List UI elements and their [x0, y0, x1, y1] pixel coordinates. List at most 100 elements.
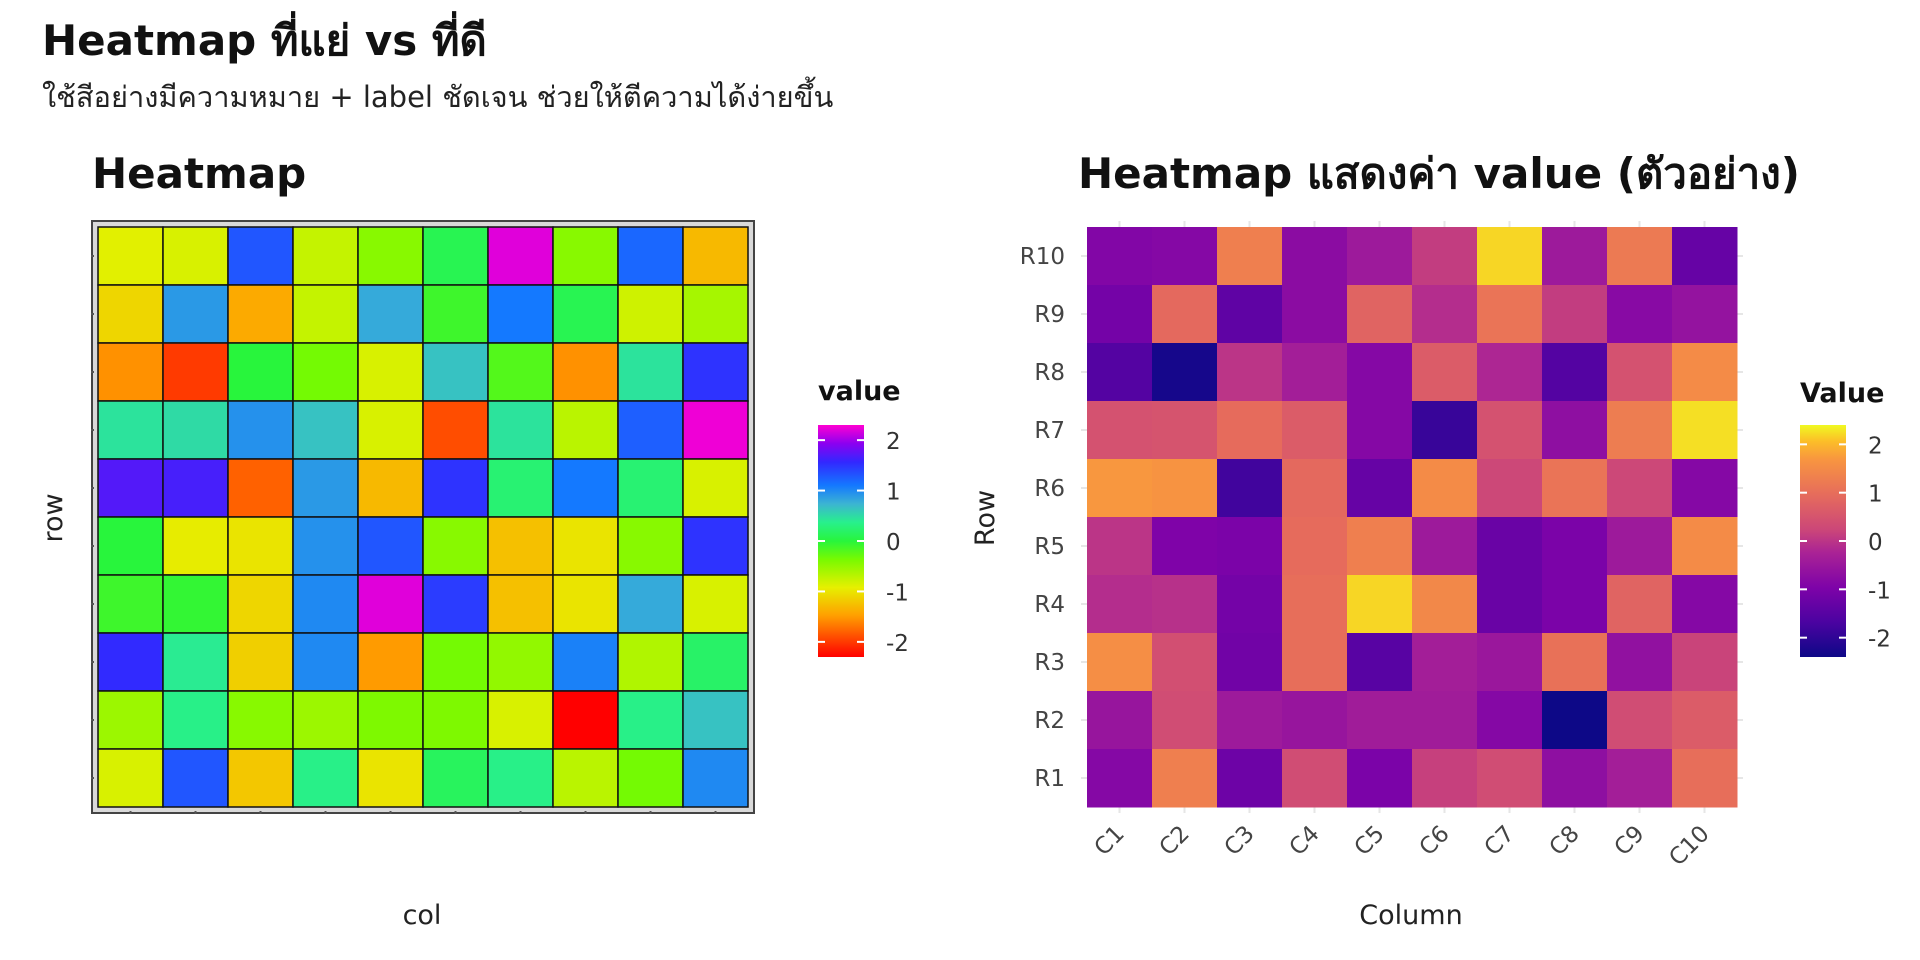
heatmap-cell — [1347, 749, 1413, 808]
heatmap-cell — [227, 458, 294, 518]
heatmap-cell — [1542, 691, 1608, 750]
row-tick-label: R6 — [1034, 476, 1065, 502]
heatmap-cell — [487, 574, 554, 634]
heatmap-cell — [1152, 459, 1218, 518]
row-tick-label: R1 — [1034, 766, 1065, 792]
legend-tick-label: -1 — [1868, 578, 1891, 604]
heatmap-cell — [1152, 575, 1218, 634]
heatmap-cell — [552, 342, 619, 402]
rainbow-legend-title: value — [818, 376, 901, 407]
heatmap-cell — [357, 574, 424, 634]
heatmap-cell — [1217, 633, 1283, 692]
heatmap-cell — [292, 748, 359, 808]
heatmap-cell — [617, 632, 684, 692]
heatmap-cell — [1672, 517, 1738, 576]
heatmap-cell — [617, 342, 684, 402]
heatmap-cell — [422, 284, 489, 344]
heatmap-cell — [162, 458, 229, 518]
heatmap-cell — [682, 516, 749, 576]
heatmap-cell — [1347, 227, 1413, 286]
heatmap-cell — [227, 226, 294, 286]
heatmap-cell — [1672, 227, 1738, 286]
row-tick-label: R9 — [1034, 302, 1065, 328]
heatmap-cell — [97, 458, 164, 518]
heatmap-cell — [422, 342, 489, 402]
heatmap-cell — [1477, 749, 1543, 808]
heatmap-cell — [227, 516, 294, 576]
heatmap-cell — [1672, 459, 1738, 518]
heatmap-cell — [552, 284, 619, 344]
heatmap-cell — [487, 748, 554, 808]
heatmap-cell — [1087, 517, 1153, 576]
heatmap-cell — [1217, 401, 1283, 460]
heatmap-cell — [1672, 575, 1738, 634]
heatmap-cell — [422, 458, 489, 518]
heatmap-cell — [97, 690, 164, 750]
heatmap-cell — [617, 400, 684, 460]
heatmap-cell — [1152, 749, 1218, 808]
heatmap-cell — [97, 400, 164, 460]
heatmap-cell — [1607, 459, 1673, 518]
row-tick-label: R5 — [1034, 534, 1065, 560]
heatmap-cell — [617, 284, 684, 344]
heatmap-cell — [1282, 633, 1348, 692]
heatmap-cell — [1347, 633, 1413, 692]
heatmap-cell — [357, 458, 424, 518]
legend-tick-label: 1 — [1868, 482, 1883, 508]
heatmap-cell — [1412, 633, 1478, 692]
heatmap-cell — [227, 574, 294, 634]
column-tick-label: C2 — [1155, 821, 1195, 861]
heatmap-cell — [1347, 285, 1413, 344]
page-title: Heatmap ที่แย่ vs ที่ดี — [42, 16, 487, 65]
heatmap-cell — [487, 458, 554, 518]
heatmap-cell — [1217, 517, 1283, 576]
heatmap-cell — [1217, 575, 1283, 634]
heatmap-cell — [162, 748, 229, 808]
heatmap-cell — [682, 400, 749, 460]
heatmap-cell — [1412, 575, 1478, 634]
heatmap-cell — [292, 690, 359, 750]
plasma-legend-title: Value — [1800, 378, 1884, 409]
heatmap-cell — [1347, 691, 1413, 750]
heatmap-cell — [1217, 749, 1283, 808]
heatmap-cell — [682, 226, 749, 286]
plasma-legend-colorbar — [1800, 425, 1846, 657]
heatmap-cell — [487, 690, 554, 750]
heatmap-cell — [162, 690, 229, 750]
heatmap-cell — [97, 516, 164, 576]
heatmap-cell — [682, 748, 749, 808]
column-tick-label: C1 — [1090, 821, 1130, 861]
heatmap-cell — [357, 516, 424, 576]
heatmap-cell — [97, 574, 164, 634]
heatmap-cell — [357, 690, 424, 750]
heatmap-cell — [162, 632, 229, 692]
plasma-heatmap-panel: Heatmap แสดงค่า value (ตัวอย่าง) Column … — [970, 149, 1891, 931]
heatmap-cell — [1152, 401, 1218, 460]
legend-tick-label: -1 — [886, 580, 909, 606]
heatmap-cell — [1607, 285, 1673, 344]
heatmap-cell — [1477, 517, 1543, 576]
heatmap-cell — [97, 632, 164, 692]
heatmap-cell — [1347, 517, 1413, 576]
heatmap-cell — [682, 632, 749, 692]
row-tick-label: R4 — [1034, 592, 1065, 618]
heatmap-cell — [422, 632, 489, 692]
heatmap-cell — [1087, 633, 1153, 692]
column-tick-label: C7 — [1480, 821, 1520, 861]
legend-tick-label: 2 — [1868, 433, 1883, 459]
heatmap-cell — [487, 342, 554, 402]
heatmap-cell — [1087, 575, 1153, 634]
heatmap-cell — [1607, 517, 1673, 576]
heatmap-cell — [97, 226, 164, 286]
heatmap-cell — [1607, 401, 1673, 460]
heatmap-cell — [682, 458, 749, 518]
heatmap-cell — [292, 400, 359, 460]
heatmap-cell — [1217, 691, 1283, 750]
heatmap-cell — [552, 458, 619, 518]
heatmap-cell — [1607, 691, 1673, 750]
heatmap-cell — [1542, 575, 1608, 634]
heatmap-cell — [1087, 459, 1153, 518]
heatmap-cell — [1282, 517, 1348, 576]
rainbow-legend-colorbar — [818, 425, 864, 657]
heatmap-cell — [617, 516, 684, 576]
